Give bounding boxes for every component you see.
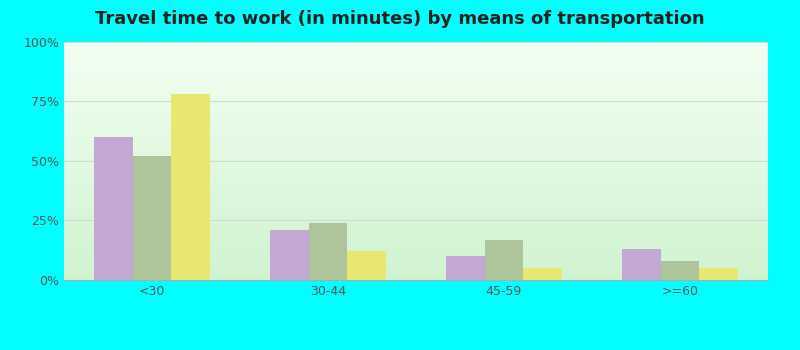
Text: Travel time to work (in minutes) by means of transportation: Travel time to work (in minutes) by mean… [95,10,705,28]
Bar [171,94,210,280]
Bar [661,261,699,280]
Bar [622,249,661,280]
Bar [309,223,347,280]
Bar [446,256,485,280]
Bar [699,268,738,280]
Bar [133,156,171,280]
Bar [485,239,523,280]
Bar [347,251,386,280]
Bar [270,230,309,280]
Bar [523,268,562,280]
Bar [94,137,133,280]
